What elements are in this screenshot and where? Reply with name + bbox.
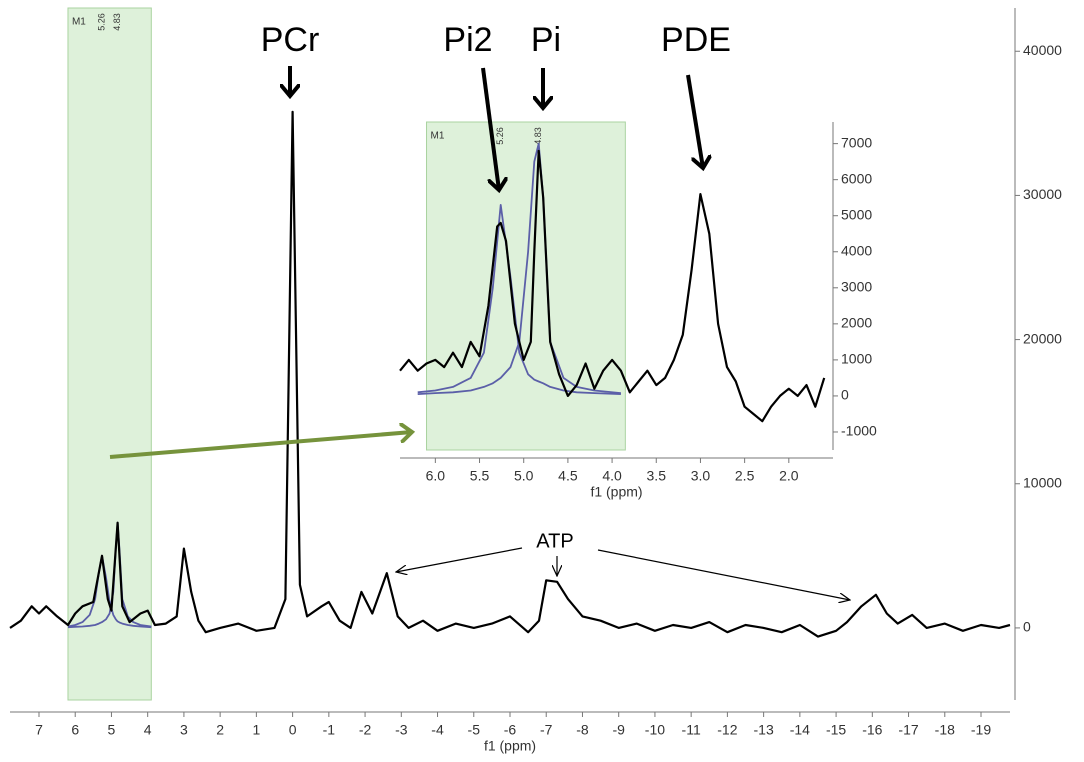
x-tick-label: -9 (612, 722, 625, 738)
x-tick-label: 5.5 (470, 468, 490, 484)
x-tick-label: 5 (108, 722, 116, 738)
annotation-arrow (686, 74, 703, 168)
annotation-arrow (481, 67, 499, 190)
annotation-arrow (396, 547, 523, 572)
y-tick-label: 7000 (841, 134, 872, 150)
y-tick-label: 5000 (841, 206, 872, 222)
x-tick-label: -11 (682, 722, 701, 738)
spectrum-line (399, 149, 826, 423)
x-tick-label: -6 (504, 722, 517, 738)
fit-region (426, 121, 626, 451)
annotation: Pi (531, 21, 561, 59)
x-tick-label: -10 (645, 722, 665, 738)
annotation: ATP (536, 530, 573, 552)
x-tick-label: -3 (395, 722, 408, 738)
annotation: Pi2 (443, 21, 492, 59)
x-tick-label: -1 (323, 722, 336, 738)
x-tick-label: -18 (935, 722, 955, 738)
x-tick-label: 3 (180, 722, 188, 738)
x-tick-label: 2.5 (735, 468, 755, 484)
x-tick-label: 7 (35, 722, 43, 738)
fit-region (67, 7, 152, 701)
x-tick-label: -2 (359, 722, 372, 738)
x-tick-label: 2 (216, 722, 224, 738)
x-axis-label: f1 (ppm) (484, 738, 536, 754)
x-tick-label: -5 (468, 722, 481, 738)
spectrum-line (9, 110, 1011, 638)
x-tick-label: 6 (71, 722, 79, 738)
region-label: M1 (72, 17, 86, 28)
y-tick-label: 40000 (1023, 42, 1062, 58)
peak-label: 5.26 (96, 13, 106, 31)
x-tick-label: -7 (540, 722, 553, 738)
x-tick-label: 0 (289, 722, 297, 738)
y-tick-label: 6000 (841, 170, 872, 186)
y-tick-label: 10000 (1023, 474, 1062, 490)
annotation-arrow (597, 549, 850, 600)
y-tick-label: 3000 (841, 279, 872, 295)
region-label: M1 (431, 131, 445, 142)
x-tick-label: -15 (826, 722, 846, 738)
inset-background (396, 112, 896, 512)
x-axis-label: f1 (ppm) (590, 484, 642, 500)
x-tick-label: 3.0 (691, 468, 711, 484)
x-tick-label: -14 (790, 722, 810, 738)
x-tick-label: 2.0 (779, 468, 799, 484)
peak-label: 5.26 (495, 127, 505, 145)
x-tick-label: -12 (717, 722, 737, 738)
annotation: PCr (261, 21, 320, 59)
fit-line (417, 142, 621, 395)
x-tick-label: 1 (252, 722, 260, 738)
x-tick-label: -8 (576, 722, 589, 738)
main-plot: M1 5.26 4.83 7 6 5 4 3 2 1 0 -1 -2 -3 -4 -5 -6 -7 -8 -9 -10 -… (9, 7, 1062, 754)
zoom-arrow (109, 432, 412, 459)
x-tick-label: 3.5 (647, 468, 667, 484)
annotation: PDE (661, 21, 731, 59)
x-tick-label: 5.0 (514, 468, 534, 484)
peak-label: 4.83 (533, 127, 543, 145)
x-tick-label: -17 (898, 722, 918, 738)
y-tick-label: 0 (1023, 619, 1031, 635)
y-tick-label: 1000 (841, 351, 872, 367)
y-tick-label: 30000 (1023, 186, 1062, 202)
y-tick-label: 2000 (841, 315, 872, 331)
x-tick-label: -13 (754, 722, 774, 738)
x-tick-label: -4 (431, 722, 444, 738)
y-tick-label: 0 (841, 387, 849, 403)
inset-plot: M1 5.26 4.83 6.0 5.5 5.0 4.5 4.0 3.5 3.0 2.5 2.0 f1 … (399, 121, 877, 500)
x-tick-label: 6.0 (426, 468, 446, 484)
x-tick-label: 4.0 (602, 468, 622, 484)
x-tick-label: -19 (971, 722, 991, 738)
peak-label: 4.83 (112, 13, 122, 31)
y-tick-label: 4000 (841, 242, 872, 258)
x-tick-label: -16 (862, 722, 882, 738)
y-tick-label: 20000 (1023, 330, 1062, 346)
y-tick-label: -1000 (841, 423, 877, 439)
x-tick-label: 4.5 (558, 468, 578, 484)
x-tick-label: 4 (144, 722, 152, 738)
